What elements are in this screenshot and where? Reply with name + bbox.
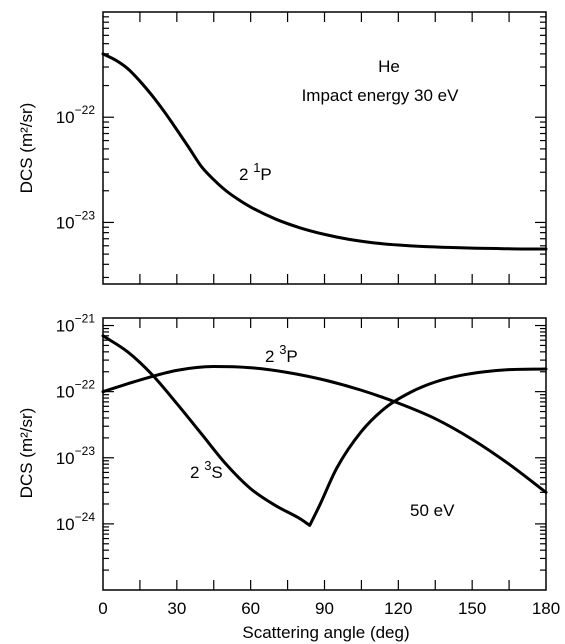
x-tick-label: 60 <box>241 599 260 618</box>
x-tick-label: 30 <box>167 599 186 618</box>
top-panel: 10−22 10−23 DCS (m²/sr) He Impact energy … <box>17 11 548 285</box>
y-tick-label: 10−22 <box>56 103 96 127</box>
top-y-tick-labels: 10−22 10−23 <box>56 103 96 232</box>
y-tick-label: 10−22 <box>56 378 96 402</box>
series-label-2-3S: 2 3S <box>190 458 223 482</box>
bottom-panel: 10−21 10−22 10−23 10−24 0 30 60 90 120 150 180 DC… <box>17 312 560 642</box>
bottom-plot-frame <box>102 317 547 591</box>
x-tick-label: 150 <box>458 599 486 618</box>
top-plot-frame <box>102 11 547 285</box>
bottom-x-tick-labels: 0 30 60 90 120 150 180 <box>98 599 560 618</box>
series-line <box>101 365 548 494</box>
annotation-50-eV: 50 eV <box>410 501 455 520</box>
top-annotation-he: He <box>378 57 400 76</box>
bottom-y-axis-label: DCS (m²/sr) <box>17 408 36 499</box>
bottom-y-ticks <box>103 324 546 571</box>
top-x-ticks <box>139 12 510 284</box>
y-tick-label: 10−23 <box>56 208 96 232</box>
x-tick-label: 90 <box>315 599 334 618</box>
y-tick-label: 10−21 <box>56 312 96 336</box>
x-tick-label: 0 <box>98 599 107 618</box>
bottom-series <box>101 334 548 527</box>
series-label-2-1P: 2 1P <box>239 160 272 184</box>
series-line <box>101 334 548 527</box>
y-tick-label: 10−23 <box>56 444 96 468</box>
series-line <box>101 52 548 251</box>
x-axis-label: Scattering angle (deg) <box>242 623 409 642</box>
x-tick-label: 120 <box>384 599 412 618</box>
top-y-ticks <box>103 16 546 279</box>
top-annotation-impact-energy: Impact energy 30 eV <box>302 86 460 105</box>
y-tick-label: 10−24 <box>56 510 96 534</box>
series-label-2-3P: 2 3P <box>265 342 298 366</box>
top-y-axis-label: DCS (m²/sr) <box>17 103 36 194</box>
top-series <box>101 52 548 251</box>
x-tick-label: 180 <box>532 599 560 618</box>
bottom-y-tick-labels: 10−21 10−22 10−23 10−24 <box>56 312 96 534</box>
bottom-x-ticks <box>139 318 510 590</box>
